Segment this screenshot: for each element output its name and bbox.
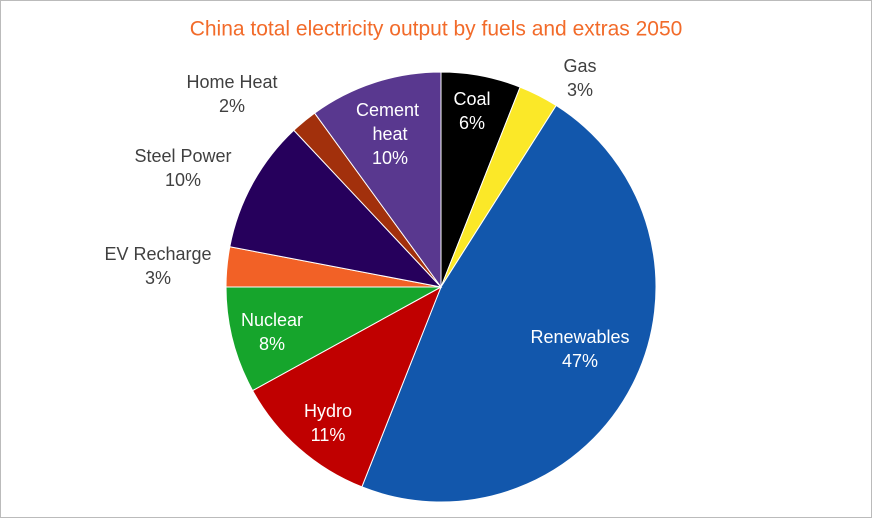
pie-slice	[229, 129, 443, 288]
label-line: Cement	[356, 100, 424, 120]
value-label: 3%	[567, 80, 593, 100]
pie-slice	[251, 285, 442, 488]
value-label: 3%	[145, 268, 171, 288]
slice-label: Home Heat	[186, 72, 277, 92]
label-line: heat	[372, 124, 407, 144]
slice-label: Coal	[453, 89, 490, 109]
value-label: 47%	[562, 351, 598, 371]
value-label: 10%	[372, 148, 408, 168]
pie-slice	[313, 71, 442, 289]
slice-label: Gas	[563, 56, 596, 76]
slice-label: Renewables	[530, 327, 629, 347]
pie-slice	[361, 104, 657, 503]
value-label: 10%	[165, 170, 201, 190]
value-label: 11%	[311, 425, 346, 445]
value-label: 2%	[219, 96, 245, 116]
slice-label: Nuclear	[241, 310, 303, 330]
slice-label: Cement heat	[356, 100, 424, 144]
slice-label: Hydro	[304, 401, 352, 421]
value-label: 8%	[259, 334, 285, 354]
value-label: 6%	[459, 113, 485, 133]
chart-title: China total electricity output by fuels …	[190, 18, 683, 41]
slice-label: Steel Power	[134, 146, 231, 166]
slice-label: EV Recharge	[104, 244, 211, 264]
pie-slice	[225, 286, 442, 392]
